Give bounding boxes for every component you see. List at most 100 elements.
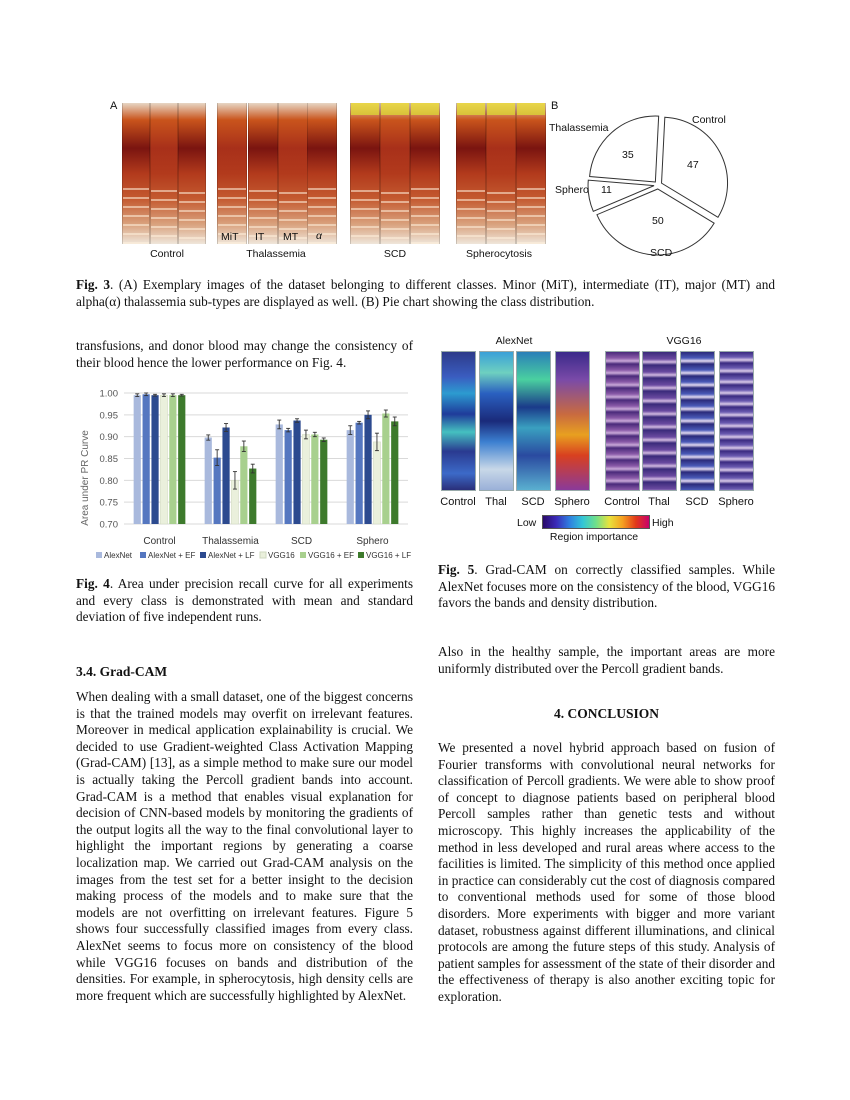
- fig3-caption: Fig. 3. (A) Exemplary images of the data…: [76, 277, 775, 310]
- fig3-panel-b-label: B: [551, 100, 559, 112]
- fig4-bar-chart: 0.70 0.75 0.80 0.85 0.90 0.95 1.00 Control Thal…: [80, 389, 411, 561]
- grad-cam-label: Control: [604, 496, 640, 508]
- pie-label-sphero: Sphero: [555, 184, 589, 196]
- legend-label: AlexNet: [104, 551, 133, 560]
- pie-label-thalassemia: Thalassemia: [549, 122, 609, 134]
- bar-thalassemia-vgg16-lf: [249, 468, 257, 524]
- fig3-group-label-control: Control: [150, 248, 184, 260]
- y-tick-label: 0.75: [100, 498, 119, 509]
- grad-cam-image: [680, 351, 715, 491]
- grad-cam-image: [605, 351, 640, 491]
- bar-scd-vgg16-ef: [311, 434, 319, 524]
- bar-scd-alexnet-ef: [284, 430, 292, 524]
- grad-cam-image: [719, 351, 754, 491]
- legend-label: AlexNet + LF: [208, 551, 255, 560]
- right-paragraph-healthy: Also in the healthy sample, the importan…: [438, 644, 775, 676]
- subtype-label-it: IT: [255, 231, 265, 243]
- legend-label: AlexNet + EF: [148, 551, 195, 560]
- colorbar: [542, 515, 650, 529]
- colorbar-title: Region importance: [549, 531, 639, 543]
- bar-sphero-vgg16-ef: [382, 413, 390, 524]
- grad-cam-image: [516, 351, 551, 491]
- bar-control-alexnet-lf: [151, 395, 159, 524]
- legend-swatch: [200, 552, 206, 558]
- bar-control-vgg16: [160, 394, 168, 525]
- grad-cam-label: Thal: [648, 496, 670, 508]
- x-category-label: SCD: [291, 536, 312, 547]
- bar-sphero-alexnet-ef: [355, 422, 363, 524]
- bar-control-alexnet-ef: [142, 394, 150, 524]
- colorbar-high-label: High: [652, 517, 674, 529]
- percoll-tube-image: [248, 103, 278, 244]
- pie-value-scd: 50: [652, 215, 664, 227]
- legend-label: VGG16: [268, 551, 295, 560]
- fig4-caption-text: . Area under precision recall curve for …: [76, 576, 413, 625]
- y-axis-label: Area under PR Curve: [80, 430, 91, 526]
- section-heading-conclusion: 4. CONCLUSION: [553, 706, 659, 721]
- legend-label: VGG16 + LF: [366, 551, 411, 560]
- pie-slice-thalassemia: [589, 115, 660, 183]
- grad-cam-image: [642, 351, 677, 491]
- y-tick-label: 0.95: [100, 410, 119, 421]
- fig5-caption-prefix: Fig. 5: [438, 562, 475, 577]
- subtype-label-mit: MiT: [221, 231, 239, 243]
- percoll-tube-image: [307, 103, 337, 244]
- fig3-group-label-scd: SCD: [383, 248, 407, 260]
- fig4-caption: Fig. 4. Area under precision recall curv…: [76, 576, 413, 626]
- percoll-tube-image: [278, 103, 308, 244]
- conclusion-paragraph: We presented a novel hybrid approach bas…: [438, 740, 775, 1004]
- figure-5: AlexNet VGG16 Control Thal SCD Sphero Contro…: [436, 330, 776, 550]
- bar-scd-vgg16-lf: [320, 439, 328, 524]
- y-tick-label: 1.00: [100, 389, 119, 400]
- fig5-caption: Fig. 5. Grad-CAM on correctly classified…: [438, 562, 775, 612]
- grad-cam-image: [555, 351, 590, 491]
- legend-swatch: [140, 552, 146, 558]
- fig3-group-label-spherocytosis: Spherocytosis: [466, 248, 532, 260]
- grad-cam-image: [479, 351, 514, 491]
- grad-cam-label: Sphero: [554, 496, 590, 508]
- fig3-caption-prefix: Fig. 3: [76, 277, 110, 292]
- pie-label-scd: SCD: [650, 247, 673, 259]
- legend-label: VGG16 + EF: [308, 551, 354, 560]
- bar-scd-alexnet: [275, 424, 283, 524]
- x-category-label: Sphero: [356, 536, 389, 547]
- y-tick-label: 0.70: [100, 520, 119, 531]
- subtype-label-mt: MT: [283, 231, 299, 243]
- percoll-tube-image: [380, 103, 410, 244]
- percoll-tube-image: [178, 103, 206, 244]
- subtype-label-alpha: α: [316, 230, 322, 242]
- x-category-label: Control: [143, 536, 175, 547]
- legend-swatch: [259, 551, 267, 559]
- pie-label-control: Control: [692, 114, 726, 126]
- bar-sphero-alexnet-lf: [364, 414, 372, 524]
- pie-slice-sphero: [587, 179, 655, 213]
- pie-value-thalassemia: 35: [622, 149, 634, 161]
- grad-cam-image: [441, 351, 476, 491]
- bar-control-alexnet: [133, 395, 141, 524]
- bar-sphero-vgg16-lf: [391, 421, 399, 524]
- grad-cam-label: SCD: [521, 496, 545, 508]
- fig5-model-label-vgg16: VGG16: [666, 335, 702, 347]
- legend-swatch: [96, 552, 102, 558]
- bar-scd-alexnet-lf: [293, 420, 301, 524]
- pie-slice-scd: [596, 188, 715, 256]
- grad-cam-paragraph: When dealing with a small dataset, one o…: [76, 689, 413, 1003]
- bar-control-vgg16-ef: [169, 395, 177, 524]
- legend-swatch: [300, 552, 306, 558]
- pie-slice-control: [661, 116, 728, 218]
- bar-sphero-alexnet: [346, 430, 354, 524]
- left-top-paragraph: transfusions, and donor blood may change…: [76, 338, 413, 370]
- percoll-tube-image: [122, 103, 150, 244]
- fig3-caption-text: . (A) Exemplary images of the dataset be…: [76, 277, 775, 309]
- grad-cam-label: Thal: [485, 496, 507, 508]
- percoll-tube-image: [516, 103, 546, 244]
- bar-control-vgg16-lf: [178, 395, 186, 524]
- bar-thalassemia-alexnet-lf: [222, 427, 230, 524]
- fig4-caption-prefix: Fig. 4: [76, 576, 110, 591]
- grad-cam-label: Sphero: [718, 496, 754, 508]
- grad-cam-label: SCD: [685, 496, 709, 508]
- colorbar-low-label: Low: [517, 517, 537, 529]
- percoll-tube-image: [217, 103, 247, 244]
- figure-3: A B Control Thalassemia SCD Spherocytosi…: [0, 0, 850, 270]
- percoll-tube-image: [410, 103, 440, 244]
